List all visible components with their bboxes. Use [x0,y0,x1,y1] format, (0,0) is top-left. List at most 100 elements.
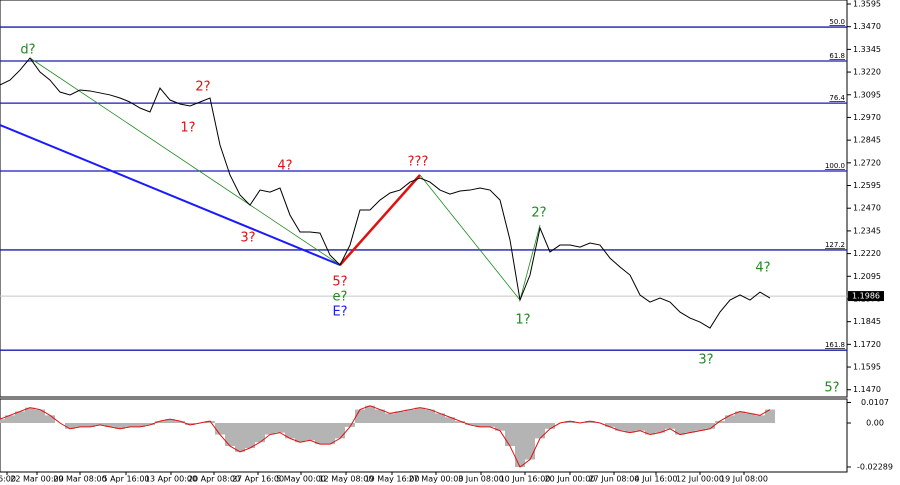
price-line [0,57,771,329]
wave-label: 4? [755,261,770,276]
osc-bar [655,423,665,433]
y-tick-label: 1.2595 [853,181,881,190]
x-tick-label: 5 May 00:00 [276,475,326,484]
x-tick-label: 4 Jul 16:00 [635,475,678,484]
osc-bar [425,409,435,424]
y-tick-label: 1.3095 [853,90,881,99]
x-tick-label: 27 May 00:00 [409,475,464,484]
osc-bar [465,423,475,425]
osc-bar [735,411,745,424]
y-tick-label: 1.2470 [853,204,881,213]
osc-bar [255,423,265,443]
osc-tick-label: 0.0107 [861,398,889,407]
y-tick-label: 1.1720 [853,340,881,349]
osc-bar [385,413,395,424]
osc-bar [535,423,545,439]
wave-label: ??? [408,155,429,170]
osc-bar [5,415,15,424]
y-tick-label: 1.2720 [853,158,881,167]
wave-label: 3? [240,231,255,246]
y-tick-label: 1.2345 [853,226,881,235]
osc-bar [435,413,445,424]
osc-bar [165,419,175,424]
osc-bar [25,407,35,424]
fib-label: 100.0 [825,162,845,170]
wave-label: d? [20,43,35,58]
x-tick-label: 20 Apr 08:00 [188,475,240,484]
osc-bar [225,423,235,447]
y-tick-label: 1.2970 [853,113,881,122]
x-tick-label: 19 May 16:00 [365,475,420,484]
osc-bar [625,423,635,433]
osc-bar [695,423,705,431]
osc-bar [615,423,625,431]
y-tick-label: 1.3220 [853,68,881,77]
osc-bar [125,423,135,427]
osc-bar [395,411,405,424]
x-tick-label: 27 Jun 08:00 [589,475,640,484]
fib-label: 161.8 [825,341,845,349]
osc-bar [585,421,595,424]
osc-bar [635,423,645,431]
osc-bar [335,423,345,439]
wave-label: 1? [515,313,530,328]
wave-line [29,57,341,266]
y-tick-label: 1.2095 [853,272,881,281]
osc-bar [455,421,465,424]
main-panel [0,0,848,398]
osc-bar [675,423,685,435]
y-tick-label: 1.1845 [853,317,881,326]
y-tick-label: 1.3595 [853,0,881,8]
osc-bar [745,413,755,424]
osc-bar [345,423,355,427]
y-tick-label: 1.3470 [853,22,881,31]
osc-bar [205,421,215,424]
osc-bar [725,415,735,424]
x-tick-label: 12 Jul 00:00 [676,475,724,484]
osc-bar [565,421,575,424]
x-tick-label: 13 Apr 00:00 [145,475,197,484]
osc-bar [215,423,225,435]
osc-bar [525,423,535,460]
osc-bar [685,423,695,433]
osc-bar [605,423,615,427]
osc-bar [305,423,315,441]
x-tick-label: 5 Apr 16:00 [102,475,149,484]
y-tick-label: 1.2220 [853,249,881,258]
wave-label: 5? [824,381,839,396]
osc-bar [75,423,85,427]
osc-bar [515,423,525,467]
osc-bar [375,409,385,424]
osc-tick-label: 0.00 [866,419,884,428]
y-tick-label: 1.1470 [853,385,881,394]
osc-bar [495,423,505,431]
osc-bar [765,409,775,424]
x-tick-label: 10 Jun 16:00 [500,475,551,484]
y-tick-label: 1.2845 [853,136,881,145]
wave-line [0,124,341,266]
x-tick-label: 27 Apr 16:00 [232,475,284,484]
fib-label: 76.4 [829,94,845,102]
wave-label: 5? [332,275,347,290]
osc-bar [0,419,5,424]
wave-line [519,224,541,301]
osc-bar [85,423,95,427]
osc-bar [65,423,75,429]
current-price-label: 1.1986 [852,292,880,301]
osc-bar [265,423,275,435]
wave-line [419,174,521,301]
osc-bar [235,423,245,452]
fib-label: 61.8 [829,52,845,60]
x-tick-label: 20 Jun 00:00 [545,475,596,484]
osc-bar [115,423,125,429]
osc-bar [95,423,105,425]
osc-bar [705,423,715,429]
osc-bar [295,423,305,443]
osc-bar [445,417,455,424]
osc-bar [135,423,145,427]
osc-bar [665,423,675,429]
osc-bar [755,415,765,424]
wave-label: E? [332,305,347,320]
y-tick-label: 1.3345 [853,45,881,54]
